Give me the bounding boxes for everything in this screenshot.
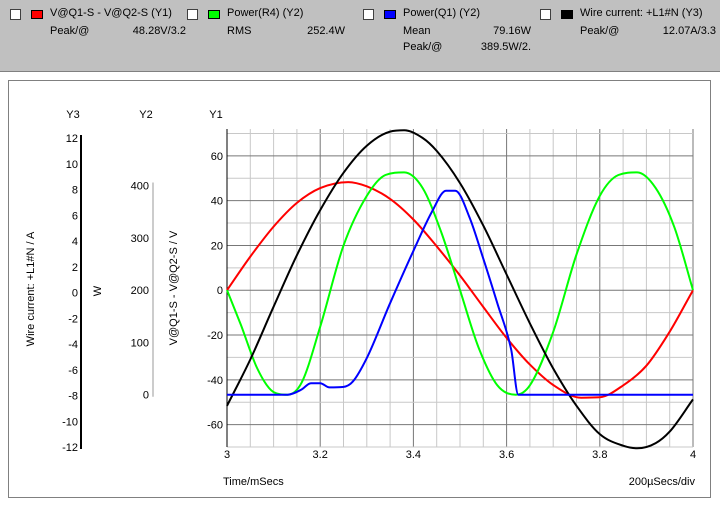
y-tick-label-y1: 0: [217, 285, 223, 297]
y-tick-label-y3: 6: [72, 210, 78, 222]
y-tick-label-y2: 200: [131, 285, 149, 297]
axis-title-y1: Y1: [209, 109, 222, 121]
legend-checkbox[interactable]: [10, 9, 21, 20]
x-division-label: 200µSecs/div: [629, 476, 696, 488]
legend-series-name: Power(R4) (Y2): [227, 7, 304, 19]
y-tick-label-y3: 0: [72, 288, 78, 300]
y-tick-label-y1: -20: [207, 330, 223, 342]
x-tick-label: 3.6: [499, 449, 514, 461]
axis-label-y2: W: [92, 285, 104, 296]
legend-series-name: V@Q1-S - V@Q2-S (Y1): [50, 7, 172, 19]
legend-series-name: Wire current: +L1#N (Y3): [580, 7, 703, 19]
y-tick-label-y3: -2: [68, 313, 78, 325]
x-axis-label: Time/mSecs: [223, 476, 284, 488]
x-tick-label: 3: [224, 449, 230, 461]
y-tick-label-y3: -4: [68, 339, 78, 351]
y-tick-label-y1: 20: [211, 240, 223, 252]
y-tick-label-y3: 8: [72, 185, 78, 197]
y-tick-label-y1: -40: [207, 375, 223, 387]
y-tick-label-y2: 400: [131, 180, 149, 192]
series-line-power-q1: [227, 189, 693, 396]
legend-checkbox[interactable]: [363, 9, 374, 20]
y-tick-label-y3: 4: [72, 236, 78, 248]
legend-stat-value: 48.28V/3.2: [132, 25, 186, 37]
legend-stat-value: 252.4W: [307, 25, 345, 37]
legend-stat-value: 389.5W/2.: [480, 41, 531, 53]
y-tick-label-y2: 0: [143, 390, 149, 402]
x-tick-label: 3.4: [406, 449, 421, 461]
y-tick-label-y3: -10: [62, 416, 78, 428]
series-line-v-q1-s-v-q2-s: [226, 181, 694, 399]
y-tick-label-y3: -8: [68, 391, 78, 403]
x-tick-label: 3.2: [313, 449, 328, 461]
legend-color-swatch: [561, 10, 573, 19]
axis-title-y3: Y3: [66, 109, 79, 121]
legend-stat-label: Peak/@: [50, 25, 90, 37]
axis-label-y1: V@Q1-S - V@Q2-S / V: [168, 230, 180, 345]
y-tick-label-y3: 12: [66, 133, 78, 145]
axis-label-y3: Wire current: +L1#N / A: [25, 231, 37, 346]
legend-entry-power-q1[interactable]: Power(Q1) (Y2) Mean 79.16W Peak/@ 389.5W…: [363, 0, 538, 72]
y-tick-label-y1: 40: [211, 196, 223, 208]
y-tick-label-y1: 60: [211, 151, 223, 163]
y-tick-label-y3: -12: [62, 442, 78, 454]
legend-stat-label: RMS: [227, 25, 252, 37]
legend-stat-label: Peak/@: [580, 25, 620, 37]
y-tick-label-y1: -60: [207, 420, 223, 432]
legend-entry-power-r4[interactable]: Power(R4) (Y2) RMS 252.4W: [187, 0, 357, 72]
legend-series-name: Power(Q1) (Y2): [403, 7, 481, 19]
y-tick-label-y2: 300: [131, 233, 149, 245]
legend-stat-value: 79.16W: [493, 25, 531, 37]
legend-stat-label: Peak/@: [403, 41, 443, 53]
series-line-wire-current-l1-n: [226, 129, 694, 450]
y-tick-label-y2: 100: [131, 337, 149, 349]
y-tick-label-y3: 10: [66, 159, 78, 171]
legend-color-swatch: [384, 10, 396, 19]
legend-checkbox[interactable]: [540, 9, 551, 20]
x-tick-label: 4: [690, 449, 696, 461]
plot-area: Y3 12 10 8 6 4 2 0 -2 -4 -6 -8 -10 -12 Wire current: +…: [8, 80, 711, 498]
legend-stat-value: 12.07A/3.3: [662, 25, 716, 37]
legend-entry-v-q1-q2[interactable]: V@Q1-S - V@Q2-S (Y1) Peak/@ 48.28V/3.2: [10, 0, 190, 72]
x-tick-label: 3.8: [592, 449, 607, 461]
legend-panel: V@Q1-S - V@Q2-S (Y1) Peak/@ 48.28V/3.2 P…: [0, 0, 720, 72]
legend-entry-wire-current[interactable]: Wire current: +L1#N (Y3) Peak/@ 12.07A/3…: [540, 0, 720, 72]
legend-stat-label: Mean: [403, 25, 431, 37]
legend-checkbox[interactable]: [187, 9, 198, 20]
y-tick-label-y3: -6: [68, 365, 78, 377]
legend-color-swatch: [208, 10, 220, 19]
legend-color-swatch: [31, 10, 43, 19]
y-tick-label-y3: 2: [72, 262, 78, 274]
axis-title-y2: Y2: [139, 109, 152, 121]
